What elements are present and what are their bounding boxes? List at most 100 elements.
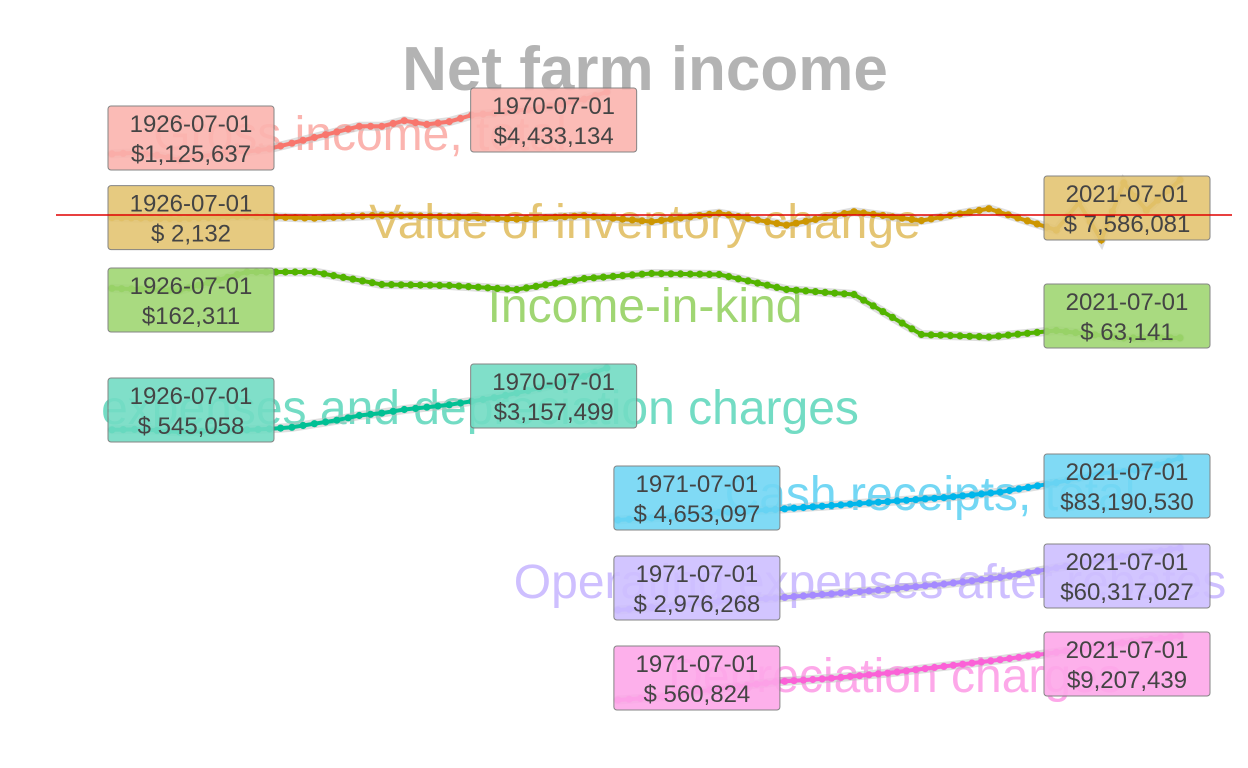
- data-point: [367, 410, 375, 418]
- data-point: [937, 331, 945, 339]
- data-point: [686, 270, 694, 278]
- data-point: [1005, 654, 1014, 663]
- data-point: [860, 296, 868, 304]
- data-point: [456, 114, 465, 122]
- data-point: [301, 214, 309, 222]
- data-point: [320, 270, 328, 278]
- data-point: [831, 289, 839, 297]
- data-point: [561, 213, 569, 221]
- data-point: [628, 271, 636, 279]
- annotation-box: [613, 465, 781, 531]
- data-point: [291, 268, 299, 276]
- data-point: [949, 493, 957, 501]
- data-point: [884, 498, 892, 506]
- data-point: [734, 213, 742, 221]
- data-point: [879, 308, 887, 316]
- data-point: [1015, 485, 1023, 493]
- annotation-value: $ 63,141: [1080, 319, 1173, 346]
- data-point: [638, 217, 646, 225]
- data-point: [291, 214, 299, 222]
- data-point: [288, 423, 296, 431]
- data-point: [1023, 329, 1031, 337]
- annotation-value: $ 2,132: [151, 221, 231, 248]
- data-point: [400, 405, 408, 414]
- data-point: [503, 215, 511, 223]
- data-point: [570, 276, 579, 284]
- data-point: [389, 119, 397, 128]
- data-point: [330, 272, 338, 280]
- data-point: [811, 288, 820, 296]
- data-point: [619, 272, 627, 280]
- data-point: [856, 588, 864, 596]
- annotation-value: $ 2,976,268: [633, 591, 760, 618]
- data-point: [940, 662, 948, 671]
- data-point: [407, 281, 415, 289]
- data-point: [874, 670, 882, 678]
- data-point: [865, 671, 873, 679]
- data-point: [411, 119, 420, 127]
- annotation-date: 2021-07-01: [1066, 637, 1189, 664]
- data-point: [809, 503, 817, 511]
- data-point: [893, 584, 901, 593]
- data-point: [1015, 653, 1023, 661]
- data-point: [407, 212, 415, 220]
- annotation-date: 1970-07-01: [492, 369, 615, 396]
- data-point: [912, 583, 920, 591]
- annotation-box: [1043, 175, 1211, 241]
- data-point: [763, 218, 771, 226]
- data-point: [367, 122, 375, 130]
- data-point: [1024, 483, 1032, 491]
- data-point: [426, 281, 434, 289]
- data-point: [966, 208, 974, 216]
- data-point: [781, 505, 789, 513]
- data-point: [1005, 572, 1014, 580]
- data-point: [434, 402, 442, 410]
- data-point: [1014, 330, 1022, 338]
- data-point: [994, 332, 1003, 340]
- data-point: [930, 494, 939, 502]
- data-point: [908, 325, 916, 333]
- annotation-value: $ 4,653,097: [633, 501, 760, 528]
- data-point: [667, 215, 675, 223]
- data-point: [1005, 486, 1014, 495]
- data-point: [423, 403, 431, 411]
- data-point: [619, 215, 627, 223]
- data-point: [456, 399, 465, 407]
- data-point: [445, 281, 453, 290]
- data-point: [493, 284, 501, 292]
- data-point: [782, 221, 791, 229]
- data-point: [455, 282, 463, 290]
- annotation-value: $3,157,499: [494, 399, 614, 426]
- data-point: [474, 283, 482, 291]
- annotation-date: 1971-07-01: [636, 471, 759, 498]
- data-point: [902, 584, 911, 592]
- annotation-date: 1971-07-01: [636, 651, 759, 678]
- data-point: [310, 133, 318, 142]
- series-panel: expenses and depreciation charges1926-07…: [101, 363, 859, 443]
- annotation-date: 1971-07-01: [636, 561, 759, 588]
- data-point: [754, 279, 762, 287]
- data-point: [802, 217, 810, 225]
- annotation-value: $60,317,027: [1060, 579, 1193, 606]
- data-point: [648, 269, 656, 278]
- data-point: [349, 212, 357, 221]
- data-point: [281, 268, 289, 276]
- data-point: [322, 418, 330, 426]
- data-point: [725, 273, 733, 281]
- data-point: [1015, 570, 1023, 578]
- data-point: [946, 332, 954, 340]
- data-point: [503, 285, 511, 293]
- data-point: [464, 283, 473, 291]
- data-point: [434, 119, 442, 127]
- data-point: [1033, 328, 1041, 336]
- data-point: [781, 593, 789, 602]
- data-point: [802, 287, 810, 295]
- data-point: [840, 290, 848, 298]
- annotation-date: 2021-07-01: [1066, 289, 1189, 316]
- data-point: [436, 212, 444, 221]
- data-point: [657, 216, 665, 224]
- data-point: [850, 208, 858, 216]
- data-point: [355, 411, 363, 420]
- data-point: [912, 496, 920, 504]
- annotation-box: [1043, 631, 1211, 697]
